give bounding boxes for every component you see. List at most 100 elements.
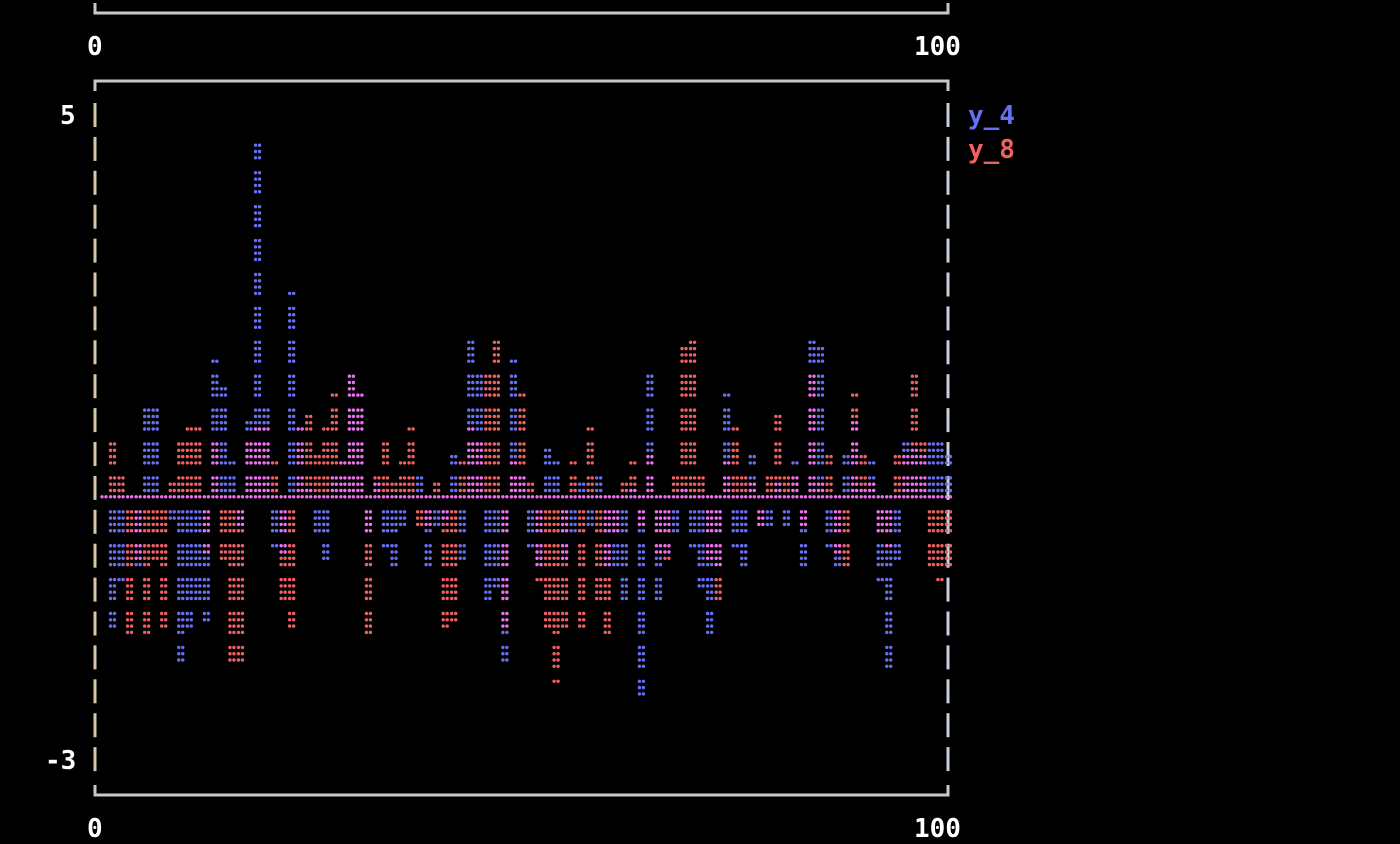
bar-dot-y4 (936, 482, 940, 486)
bar-dot-overlap (910, 461, 915, 465)
bar-dot-y8 (394, 488, 398, 493)
bar-dot-overlap (603, 544, 607, 548)
bar-dot-y4 (189, 522, 193, 527)
bar-dot-overlap (769, 495, 774, 499)
bar-dot-y8 (931, 522, 936, 527)
bar-dot-overlap (816, 482, 821, 486)
bar-dot-y4 (595, 482, 599, 486)
bar-dot-y4 (769, 510, 774, 514)
bar-dot-overlap (206, 516, 211, 520)
bar-dot-y8 (552, 577, 556, 582)
bar-dot-y4 (475, 374, 480, 378)
bar-dot-y8 (129, 618, 134, 622)
bar-dot-y4 (885, 596, 889, 601)
top-x-tick-100: 100 (914, 32, 961, 62)
bar-dot-y8 (492, 387, 497, 391)
bar-dot-y8 (735, 488, 739, 493)
bar-dot-y8 (518, 408, 522, 412)
bar-dot-overlap (351, 427, 356, 431)
bar-dot-y4 (450, 454, 454, 459)
bar-dot-y4 (432, 522, 437, 527)
bar-dot-overlap (390, 495, 394, 499)
bar-dot-y8 (496, 387, 501, 391)
bar-dot-overlap (868, 482, 872, 486)
bar-dot-y4 (287, 476, 292, 480)
bar-dot-y4 (257, 223, 262, 228)
bar-dot-y4 (726, 421, 731, 425)
bar-dot-y4 (722, 421, 727, 425)
bar-dot-y8 (910, 380, 915, 385)
bar-dot-y4 (876, 550, 880, 554)
bar-dot-y4 (108, 522, 113, 527)
bar-dot-y4 (257, 272, 262, 277)
bar-dot-y4 (291, 306, 296, 311)
bar-dot-y4 (701, 556, 705, 560)
bar-dot-y4 (816, 353, 821, 357)
bar-dot-overlap (705, 550, 710, 554)
bar-dot-y8 (931, 510, 936, 514)
bar-dot-y8 (146, 556, 151, 560)
bar-dot-y4 (931, 488, 936, 493)
bar-dot-y8 (547, 590, 552, 594)
bar-dot-y8 (129, 510, 134, 514)
bar-dot-overlap (650, 488, 654, 493)
bar-dot-y4 (151, 442, 155, 446)
bar-dot-y4 (509, 387, 514, 391)
bar-dot-y8 (236, 577, 241, 582)
bar-dot-y8 (547, 556, 552, 560)
bar-dot-overlap (612, 516, 616, 520)
bar-dot-y4 (458, 529, 462, 533)
bar-dot-y4 (897, 516, 901, 520)
bar-dot-y8 (121, 476, 125, 480)
bar-dot-y4 (185, 618, 189, 622)
bar-dot-y8 (450, 611, 454, 616)
bar-dot-y8 (317, 482, 321, 486)
bar-dot-y8 (232, 562, 236, 567)
bar-dot-y8 (270, 482, 275, 486)
bar-dot-y8 (778, 461, 782, 465)
bar-dot-overlap (680, 488, 684, 493)
bar-dot-y8 (577, 562, 582, 567)
bar-dot-y8 (552, 624, 556, 628)
bar-dot-y4 (513, 414, 518, 419)
bar-dot-overlap (603, 495, 607, 499)
bar-dot-y4 (948, 488, 953, 493)
bar-dot-overlap (368, 510, 373, 514)
bar-dot-y8 (692, 421, 697, 425)
bar-dot-overlap (646, 454, 650, 459)
bar-dot-y8 (232, 590, 236, 594)
bar-dot-overlap (603, 556, 607, 560)
bar-dot-y8 (279, 556, 283, 560)
bar-dot-y8 (671, 482, 676, 486)
bar-dot-y8 (129, 630, 134, 635)
bar-dot-y4 (641, 556, 646, 560)
bar-dot-overlap (646, 476, 650, 480)
bar-dot-y8 (496, 482, 501, 486)
bar-dot-y8 (910, 421, 915, 425)
bar-dot-y8 (577, 618, 582, 622)
bar-dot-y4 (820, 448, 825, 452)
bar-dot-y4 (829, 522, 833, 527)
bar-dot-y8 (607, 618, 611, 622)
legend-y8: y_8 (968, 135, 1015, 165)
bar-dot-y4 (253, 272, 258, 277)
bar-dot-overlap (296, 495, 300, 499)
bar-dot-y8 (552, 584, 556, 588)
bar-dot-y8 (454, 516, 458, 520)
bar-dot-y4 (121, 522, 125, 527)
bar-dot-overlap (646, 482, 650, 486)
bar-dot-y4 (501, 630, 505, 635)
bar-dot-overlap (868, 495, 872, 499)
bar-dot-overlap (360, 454, 364, 459)
bar-dot-y4 (692, 544, 697, 548)
bar-dot-overlap (663, 550, 667, 554)
bar-dot-y4 (513, 374, 518, 378)
bar-dot-y8 (223, 544, 228, 548)
bar-dot-y4 (228, 476, 232, 480)
bar-dot-y4 (675, 529, 680, 533)
bar-dot-y8 (228, 596, 232, 601)
bar-dot-overlap (377, 488, 381, 493)
bar-dot-y4 (458, 516, 462, 520)
bar-dot-y4 (257, 217, 262, 221)
bar-dot-overlap (240, 510, 245, 514)
